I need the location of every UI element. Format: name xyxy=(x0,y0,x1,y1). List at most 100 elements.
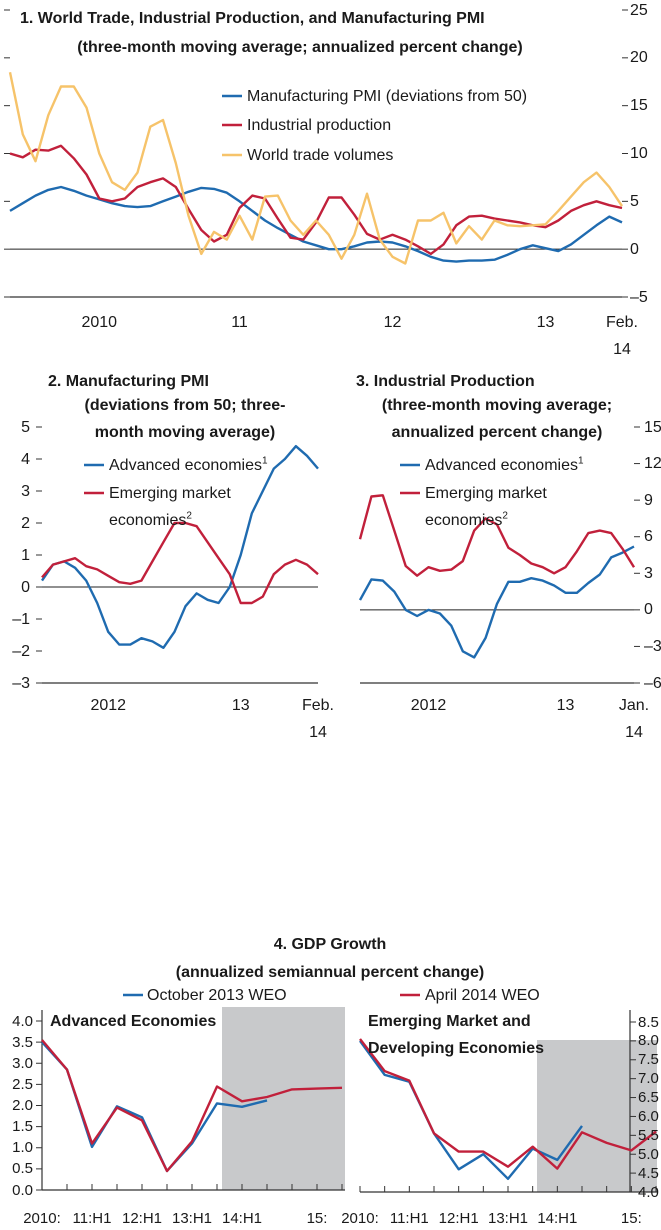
y-tick-label: 3 xyxy=(644,564,653,582)
y-tick-label: 6.5 xyxy=(638,1089,659,1107)
y-tick-label: 15 xyxy=(630,97,648,115)
legend-entry: April 2014 WEO xyxy=(425,982,540,1009)
x-tick-label: 2012 xyxy=(90,696,127,714)
x-tick-label: 2010 xyxy=(81,313,118,331)
legend-entry: Emerging market economies2 xyxy=(109,480,244,534)
y-tick-label: 0 xyxy=(630,240,639,258)
y-tick-label: 3 xyxy=(21,482,30,500)
legend-label: October 2013 WEO xyxy=(147,986,287,1004)
legend-entry: Advanced economies1 xyxy=(425,452,584,479)
legend-label: Industrial production xyxy=(247,116,392,134)
x-tick-label: Feb. 14 xyxy=(301,696,334,741)
y-tick-label: –2 xyxy=(12,642,30,660)
series-line xyxy=(41,521,319,605)
legend-label: Advanced economies xyxy=(109,456,262,474)
x-tick-label: 13 xyxy=(536,313,555,331)
x-tick-label: 11:H1 xyxy=(389,1209,429,1227)
x-tick-label: Jan. 14 xyxy=(618,696,650,741)
x-tick-label: 12:H1 xyxy=(438,1209,479,1227)
x-tick-label: 13 xyxy=(556,696,575,714)
y-tick-label: 0 xyxy=(644,601,653,619)
y-tick-label: –5 xyxy=(630,288,648,306)
legend-footnote: 1 xyxy=(577,455,584,467)
y-tick-label: 8.0 xyxy=(638,1032,659,1050)
chart-subtitle: annualized percent change) xyxy=(391,423,603,441)
x-tick-label: 2012 xyxy=(410,696,447,714)
x-tick-label: 15: H2 xyxy=(620,1209,642,1227)
legend-label: April 2014 WEO xyxy=(425,986,540,1004)
chart-title: 4. GDP Growth xyxy=(273,935,387,953)
legend-entry: Industrial production xyxy=(247,112,391,139)
legend-entry: World trade volumes xyxy=(247,142,393,169)
x-tick-label: 13:H1 xyxy=(487,1209,529,1227)
legend-footnote: 2 xyxy=(502,510,508,522)
y-tick-label: 20 xyxy=(630,49,648,67)
panel-title: Emerging Market and Developing Economies xyxy=(368,1012,545,1057)
y-tick-label: 1.0 xyxy=(12,1139,33,1157)
legend-label: Emerging market economies xyxy=(109,484,231,529)
y-tick-label: 5 xyxy=(21,418,30,436)
y-tick-label: 15 xyxy=(644,418,661,436)
x-tick-label: 12 xyxy=(383,313,402,331)
y-tick-label: 3.5 xyxy=(12,1033,33,1051)
y-tick-label: 9 xyxy=(644,491,653,509)
y-tick-label: 12 xyxy=(644,455,661,473)
series-line xyxy=(8,71,623,265)
legend-label: Advanced economies xyxy=(425,456,578,474)
y-tick-label: 0.0 xyxy=(12,1181,33,1199)
y-tick-label: 2.0 xyxy=(12,1097,33,1114)
legend-footnote: 2 xyxy=(186,510,192,522)
x-tick-label: 14:H1 xyxy=(537,1209,578,1227)
chart-subtitle: (annualized semiannual percent change) xyxy=(175,963,485,981)
x-tick-label: 12:H1 xyxy=(121,1209,163,1227)
legend-entry: Emerging market economies2 xyxy=(425,480,560,534)
chart-subtitle: (deviations from 50; three- xyxy=(84,396,286,414)
y-tick-label: 3.0 xyxy=(12,1054,33,1072)
legend-entry: Manufacturing PMI (deviations from 50) xyxy=(247,83,527,110)
y-tick-label: 8.5 xyxy=(638,1013,659,1031)
x-tick-label: Feb. 14 xyxy=(605,313,638,358)
chart-title: 3. Industrial Production xyxy=(356,372,535,390)
y-tick-label: 10 xyxy=(630,145,648,162)
x-tick-label: 11 xyxy=(231,313,248,331)
x-tick-label: 11:H1 xyxy=(72,1209,112,1227)
chart-subtitle: (three-month moving average; annualized … xyxy=(77,38,523,56)
series-line xyxy=(9,185,623,263)
y-tick-label: 2.5 xyxy=(12,1075,33,1093)
y-tick-label: 4.5 xyxy=(638,1164,659,1182)
x-tick-label: 15: H2 xyxy=(306,1209,328,1227)
y-tick-label: 5.0 xyxy=(638,1145,659,1163)
legend-entry: Advanced economies1 xyxy=(109,452,268,479)
series-line xyxy=(358,545,635,659)
x-tick-label: 2010: H1 xyxy=(23,1209,61,1227)
y-tick-label: 6 xyxy=(644,528,653,546)
y-tick-label: –3 xyxy=(12,674,30,692)
x-tick-label: 13:H1 xyxy=(171,1209,213,1227)
y-tick-label: 4 xyxy=(21,450,30,468)
chart-subtitle: month moving average) xyxy=(94,423,276,441)
chart-title: 2. Manufacturing PMI xyxy=(48,372,209,390)
y-tick-label: 5.5 xyxy=(638,1126,659,1144)
y-tick-label: 0.5 xyxy=(12,1160,33,1178)
y-tick-label: 7.0 xyxy=(638,1070,659,1088)
x-tick-label: 2010: H1 xyxy=(341,1209,379,1227)
x-tick-label: 14:H1 xyxy=(221,1209,263,1227)
y-tick-label: –1 xyxy=(12,610,30,628)
y-tick-label: 4.0 xyxy=(12,1012,33,1030)
legend-label: Emerging market economies xyxy=(425,484,547,529)
panel-title: Advanced Economies xyxy=(50,1012,217,1030)
legend-entry: October 2013 WEO xyxy=(147,982,287,1009)
y-tick-label: –6 xyxy=(644,674,661,692)
series-line xyxy=(359,1038,657,1170)
legend-footnote: 1 xyxy=(261,455,268,467)
y-tick-label: 1 xyxy=(21,546,30,564)
y-tick-label: 6.0 xyxy=(638,1107,659,1125)
chart-title: 1. World Trade, Industrial Production, a… xyxy=(20,9,485,27)
forecast-shading xyxy=(222,1007,345,1190)
series-line xyxy=(358,494,636,577)
y-tick-label: 5 xyxy=(630,192,639,210)
series-line xyxy=(41,1039,343,1173)
y-tick-label: –3 xyxy=(644,637,661,655)
